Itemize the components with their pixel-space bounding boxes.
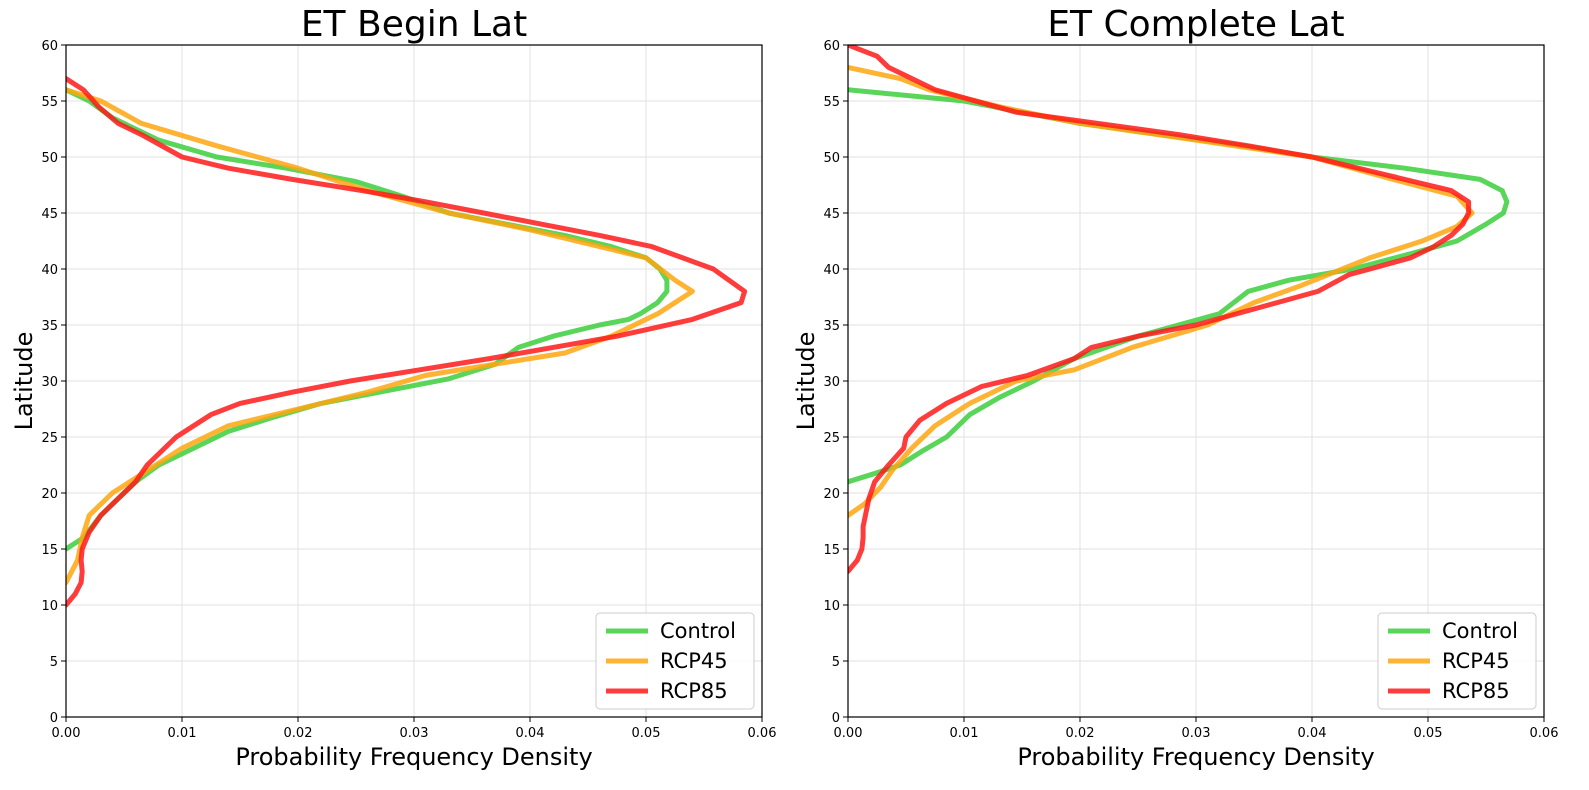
x-tick-label: 0.01 xyxy=(168,726,197,741)
legend-box xyxy=(595,612,755,710)
x-tick-label: 0.00 xyxy=(834,726,863,741)
y-tick-label: 20 xyxy=(41,487,58,502)
chart-title: ET Begin Lat xyxy=(301,4,527,45)
y-tick-label: 50 xyxy=(41,151,58,166)
y-axis-label: Latitude xyxy=(792,332,820,431)
y-tick-label: 60 xyxy=(823,39,840,54)
x-tick-label: 0.05 xyxy=(1414,726,1443,741)
y-tick-label: 25 xyxy=(41,431,58,446)
legend-label-rcp85: RCP85 xyxy=(660,679,728,703)
y-tick-label: 50 xyxy=(823,151,840,166)
chart-panel-et-begin-lat: ET Begin Lat Probability Frequency Densi… xyxy=(10,4,776,771)
y-tick-label: 10 xyxy=(823,599,840,614)
y-tick-label: 15 xyxy=(823,543,840,558)
x-axis-label: Probability Frequency Density xyxy=(235,743,592,771)
x-tick-label: 0.04 xyxy=(1298,726,1327,741)
x-tick-label: 0.00 xyxy=(52,726,81,741)
legend: Control RCP45 RCP85 xyxy=(1377,612,1537,710)
x-tick-label: 0.03 xyxy=(1182,726,1211,741)
x-tick-label: 0.06 xyxy=(1530,726,1559,741)
x-tick-label: 0.01 xyxy=(950,726,979,741)
y-tick-label: 35 xyxy=(41,319,58,334)
y-tick-label: 10 xyxy=(41,599,58,614)
x-tick-label: 0.06 xyxy=(748,726,777,741)
x-axis-label: Probability Frequency Density xyxy=(1017,743,1374,771)
chart-title: ET Complete Lat xyxy=(1047,4,1344,45)
y-tick-label: 45 xyxy=(41,207,58,222)
y-tick-label: 30 xyxy=(41,375,58,390)
legend-label-control: Control xyxy=(1442,619,1518,643)
series-lines xyxy=(66,76,748,608)
legend-label-rcp45: RCP45 xyxy=(660,649,728,673)
y-tick-label: 35 xyxy=(823,319,840,334)
series-lines xyxy=(848,45,1510,574)
x-tick-label: 0.05 xyxy=(632,726,661,741)
tick-labels: 0.00 0.01 0.02 0.03 0.04 0.05 0.06 0 5 10 15 20 25 30… xyxy=(41,39,776,741)
legend-label-rcp85: RCP85 xyxy=(1442,679,1510,703)
y-tick-label: 30 xyxy=(823,375,840,390)
y-tick-label: 45 xyxy=(823,207,840,222)
y-tick-label: 25 xyxy=(823,431,840,446)
y-tick-label: 5 xyxy=(50,655,58,670)
y-tick-label: 60 xyxy=(41,39,58,54)
y-tick-label: 40 xyxy=(41,263,58,278)
x-tick-label: 0.04 xyxy=(516,726,545,741)
legend-label-control: Control xyxy=(660,619,736,643)
series-line-rcp85 xyxy=(848,45,1472,574)
legend: Control RCP45 RCP85 xyxy=(595,612,755,710)
series-line-rcp85 xyxy=(66,76,748,608)
legend-box xyxy=(1377,612,1537,710)
y-tick-label: 55 xyxy=(41,95,58,110)
y-tick-label: 40 xyxy=(823,263,840,278)
series-line-rcp45 xyxy=(848,64,1475,518)
x-tick-label: 0.03 xyxy=(400,726,429,741)
y-axis-label: Latitude xyxy=(10,332,38,431)
x-tick-label: 0.02 xyxy=(1066,726,1095,741)
x-tick-label: 0.02 xyxy=(284,726,313,741)
y-tick-label: 55 xyxy=(823,95,840,110)
legend-label-rcp45: RCP45 xyxy=(1442,649,1510,673)
tick-labels: 0.00 0.01 0.02 0.03 0.04 0.05 0.06 0 5 10 15 20 25 30… xyxy=(823,39,1558,741)
y-tick-label: 20 xyxy=(823,487,840,502)
chart-panel-et-complete-lat: ET Complete Lat Probability Frequency De… xyxy=(792,4,1558,771)
y-tick-label: 0 xyxy=(832,711,840,726)
y-tick-label: 0 xyxy=(50,711,58,726)
y-tick-label: 5 xyxy=(832,655,840,670)
y-tick-label: 15 xyxy=(41,543,58,558)
